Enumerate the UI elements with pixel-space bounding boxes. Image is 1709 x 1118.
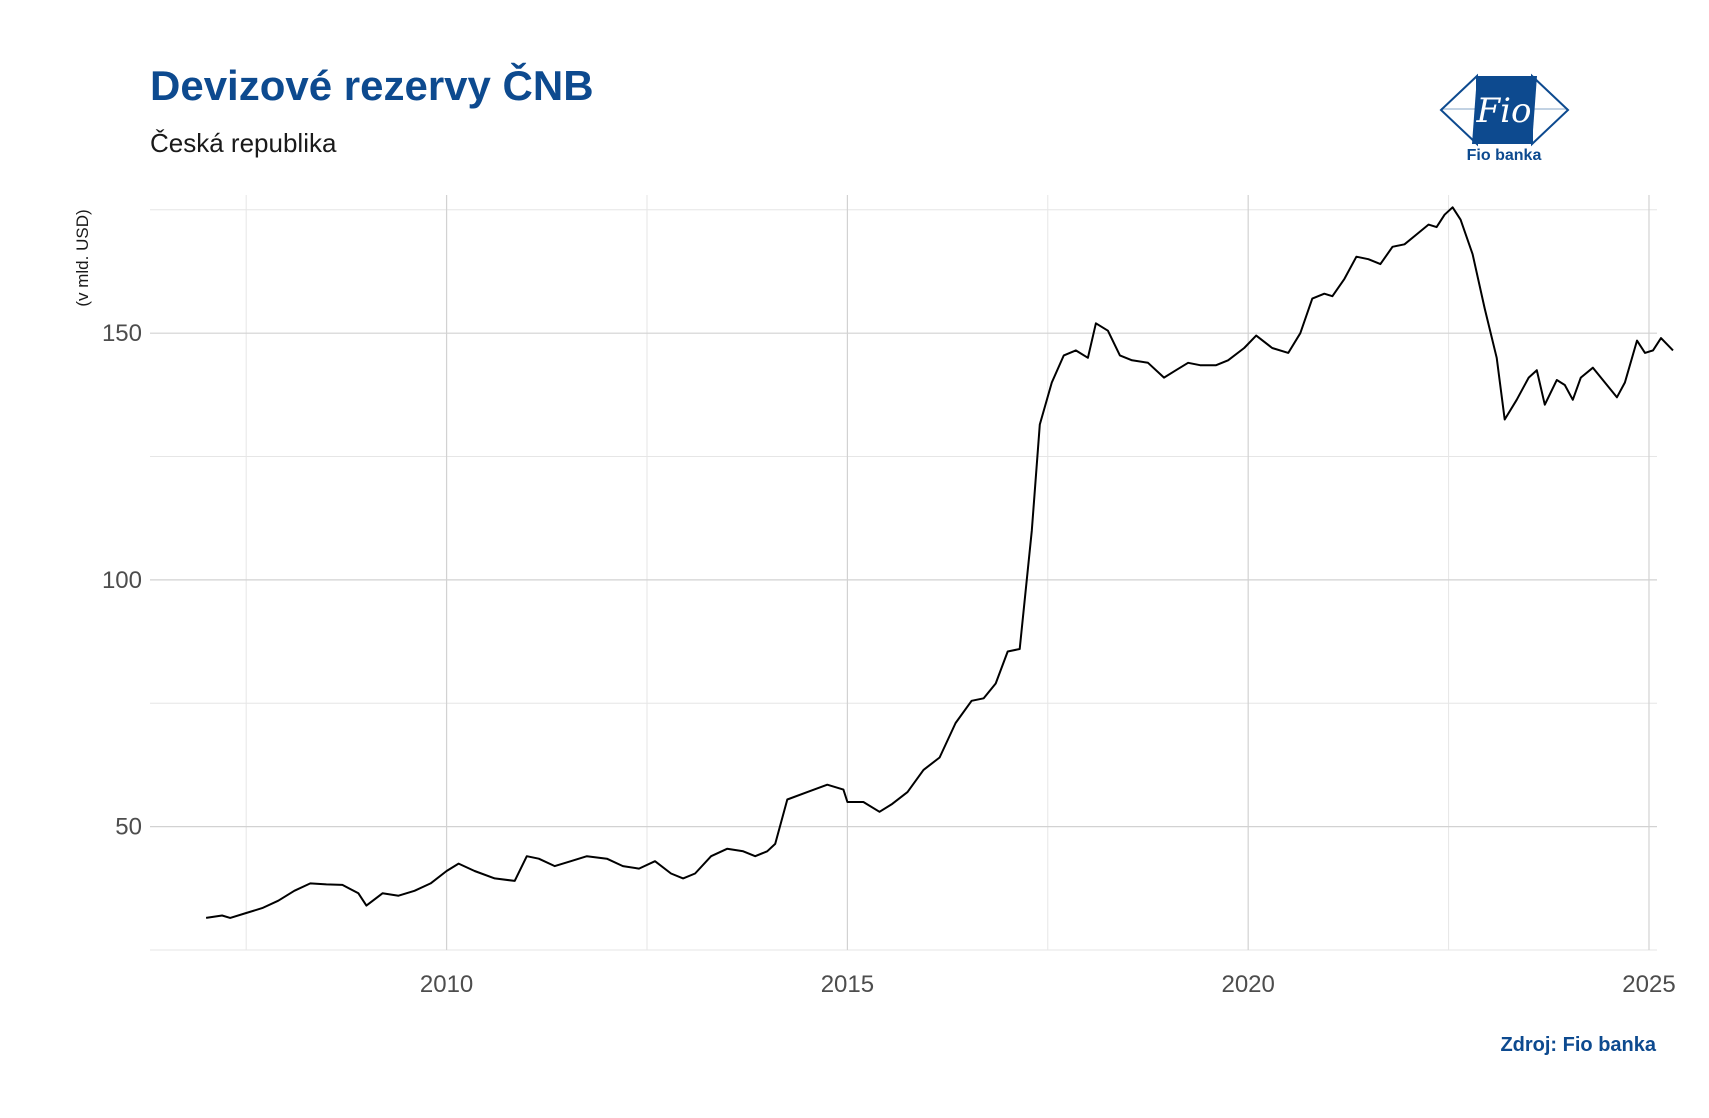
x-tick-label: 2015 bbox=[821, 971, 874, 998]
y-tick-label: 150 bbox=[102, 320, 142, 347]
logo-brand-name: Fio banka bbox=[1466, 147, 1542, 164]
x-tick-label: 2020 bbox=[1221, 971, 1274, 998]
y-axis-label: (v mld. USD) bbox=[73, 209, 92, 306]
x-tick-label: 2025 bbox=[1622, 971, 1675, 998]
fio-banka-logo-icon: Fio bbox=[1439, 73, 1570, 147]
chart-subtitle: Česká republika bbox=[150, 128, 337, 158]
logo-mark-text: Fio bbox=[1476, 91, 1532, 131]
chart-title: Devizové rezervy ČNB bbox=[150, 62, 594, 109]
x-tick-label: 2010 bbox=[420, 971, 473, 998]
tick-labels: 2010 2015 2020 2025 50 100 150 bbox=[102, 320, 1676, 998]
series-group bbox=[205, 206, 1674, 919]
source-note: Zdroj: Fio banka bbox=[1500, 1034, 1656, 1056]
y-tick-label: 50 bbox=[115, 814, 142, 841]
series-line bbox=[205, 206, 1674, 919]
grid bbox=[150, 195, 1657, 951]
y-tick-label: 100 bbox=[102, 567, 142, 594]
